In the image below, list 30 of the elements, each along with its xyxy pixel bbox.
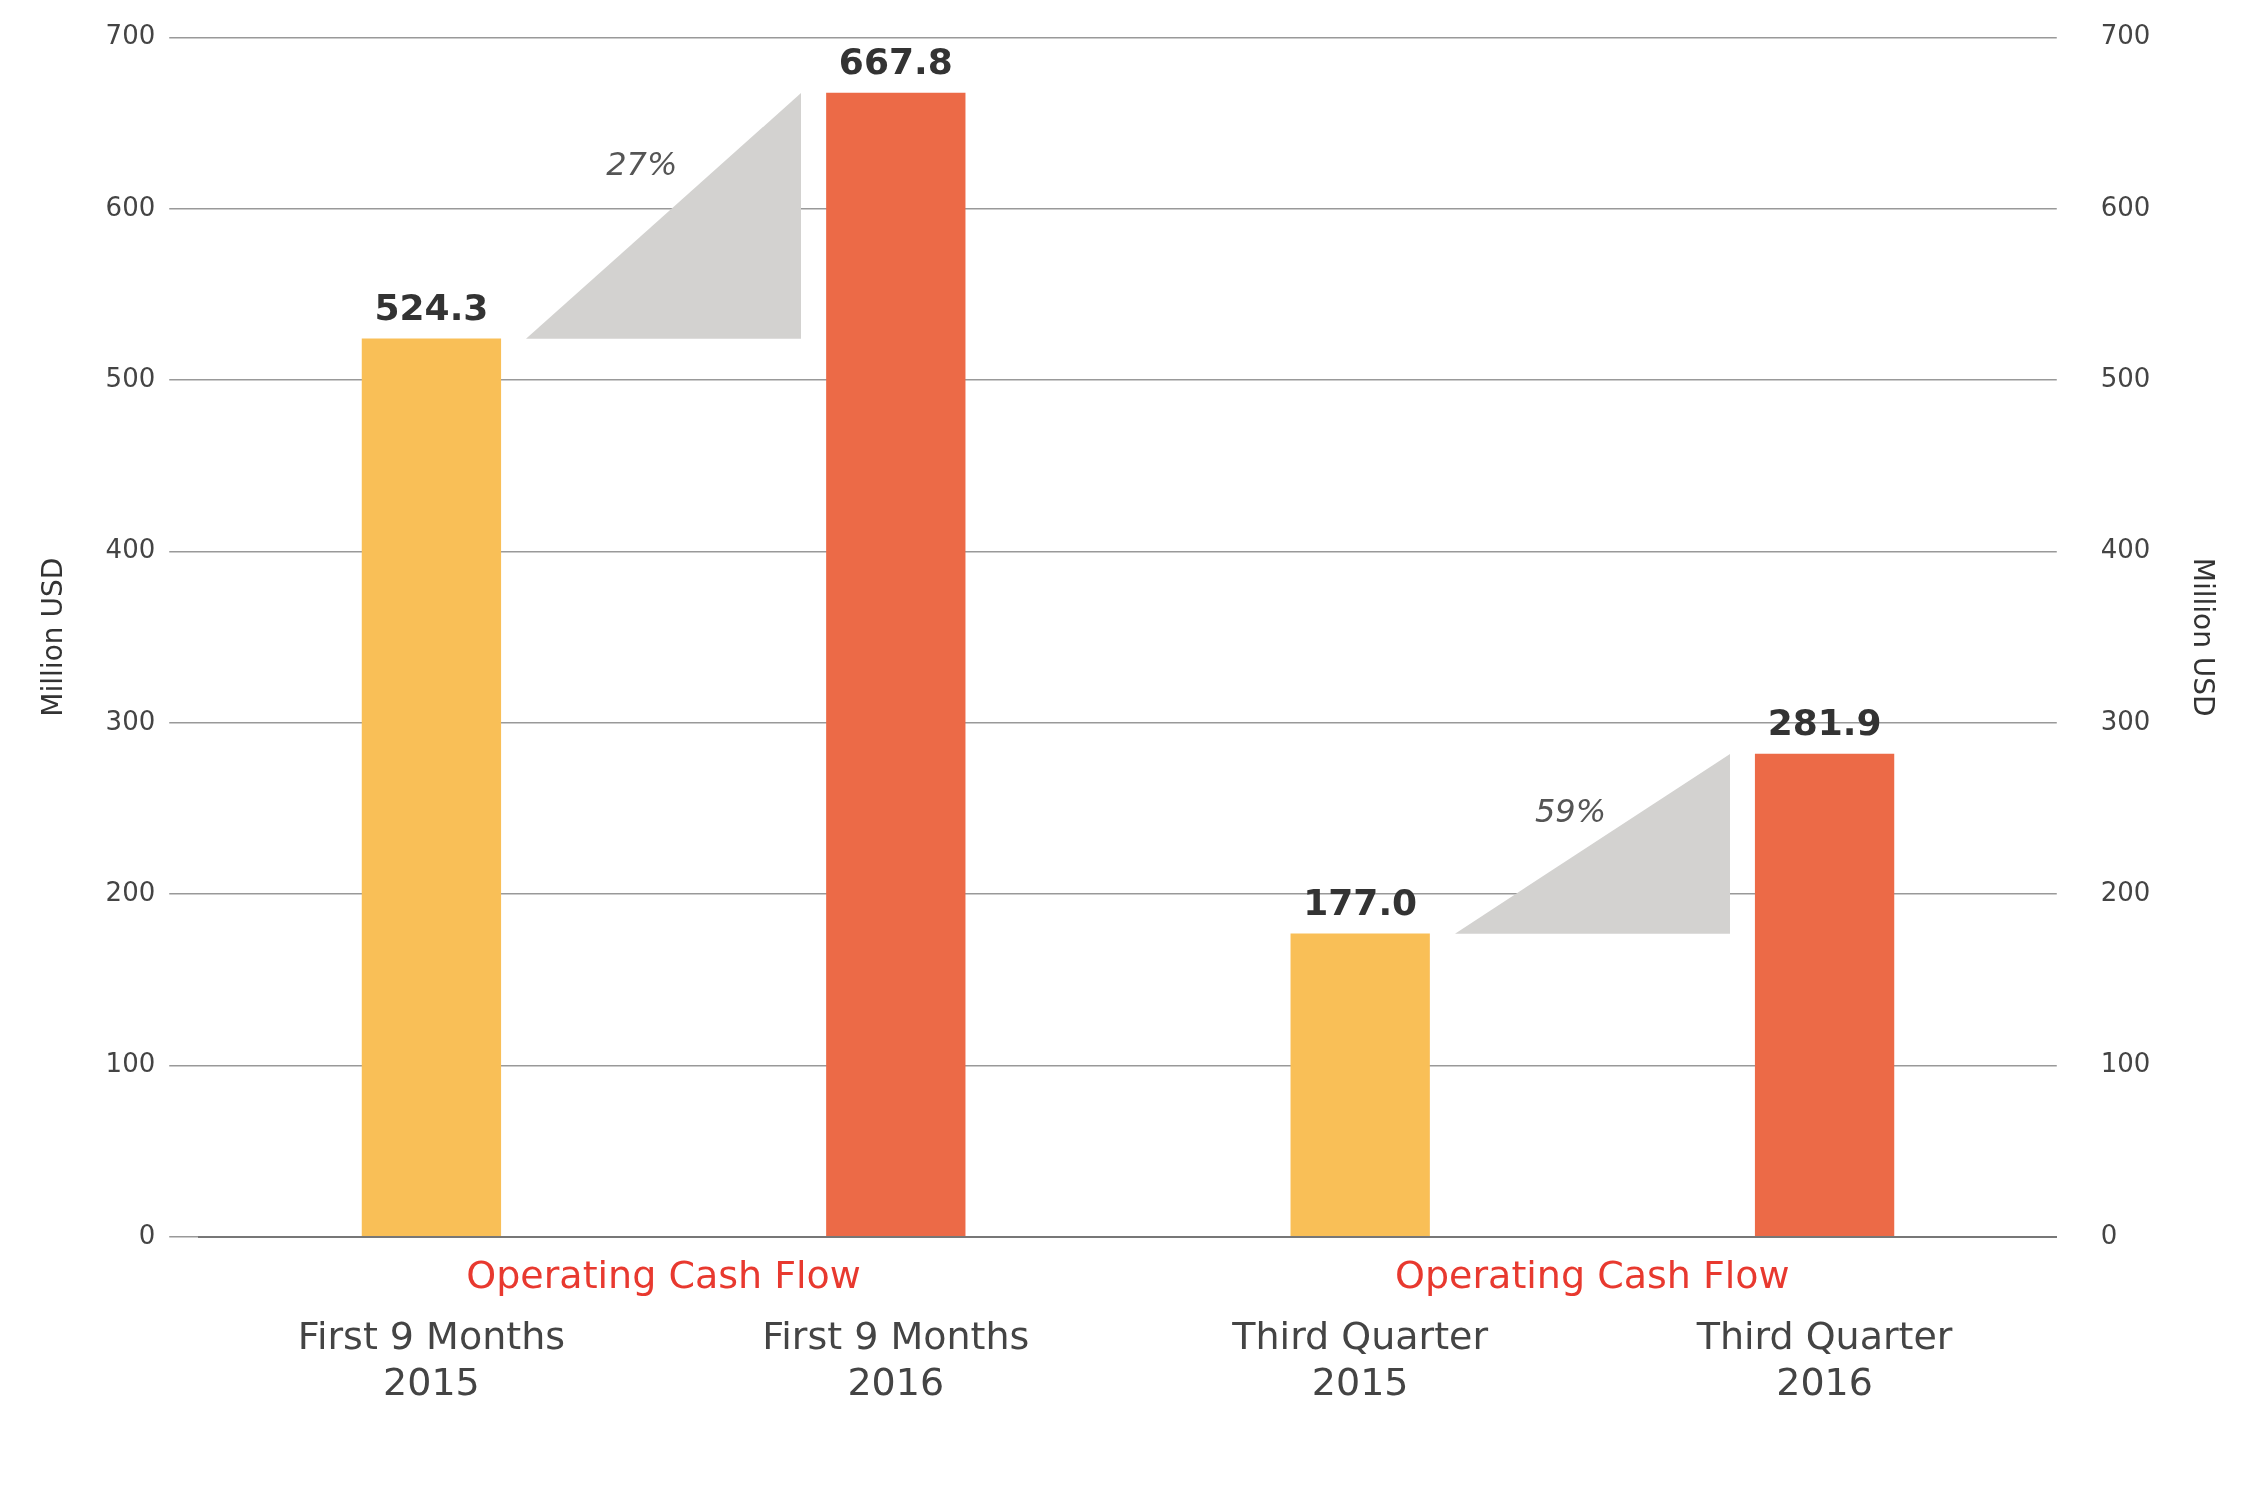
y-tick-label: 0 [138,1219,156,1250]
y-tick-label: 700 [105,20,156,51]
x-tick-label: Third Quarter 2016 [1695,1314,1953,1405]
y-axis-title: Million USD [36,557,70,717]
text: Operating Cash Flow [1395,1252,1790,1297]
y-tick-label: 200 [105,876,156,907]
y2-tick-label: 100 [2100,1048,2151,1079]
data-label: 667.8 [838,41,953,83]
y2-tick-label: 500 [2100,362,2151,393]
y2-tick-label: 200 [2100,876,2151,907]
annotation: 59% [1535,791,1607,830]
y-tick-label: 100 [105,1048,156,1079]
data-label: 177.0 [1303,881,1418,923]
x-tick-label: First 9 Months 2016 [762,1314,1030,1405]
y2-tick-label: 400 [2100,534,2151,565]
y-tick-label: 600 [105,191,156,222]
data-label: 281.9 [1767,702,1882,744]
annotation: 27% [606,145,678,184]
y-tick-label: 400 [105,534,156,565]
text: Operating Cash Flow [466,1252,861,1297]
x-tick-label: Third Quarter 2015 [1231,1314,1489,1405]
y2-tick-label: 300 [2100,705,2151,736]
y-tick-label: 500 [105,362,156,393]
y2-tick-label: 600 [2100,191,2151,222]
y2-tick-label: 0 [2100,1219,2118,1250]
y2-axis-title: Million USD [2186,557,2220,717]
y2-tick-label: 700 [2100,20,2151,51]
x-tick-label: First 9 Months 2015 [297,1314,566,1405]
y-tick-label: 300 [105,705,156,736]
data-label: 524.3 [374,286,489,328]
